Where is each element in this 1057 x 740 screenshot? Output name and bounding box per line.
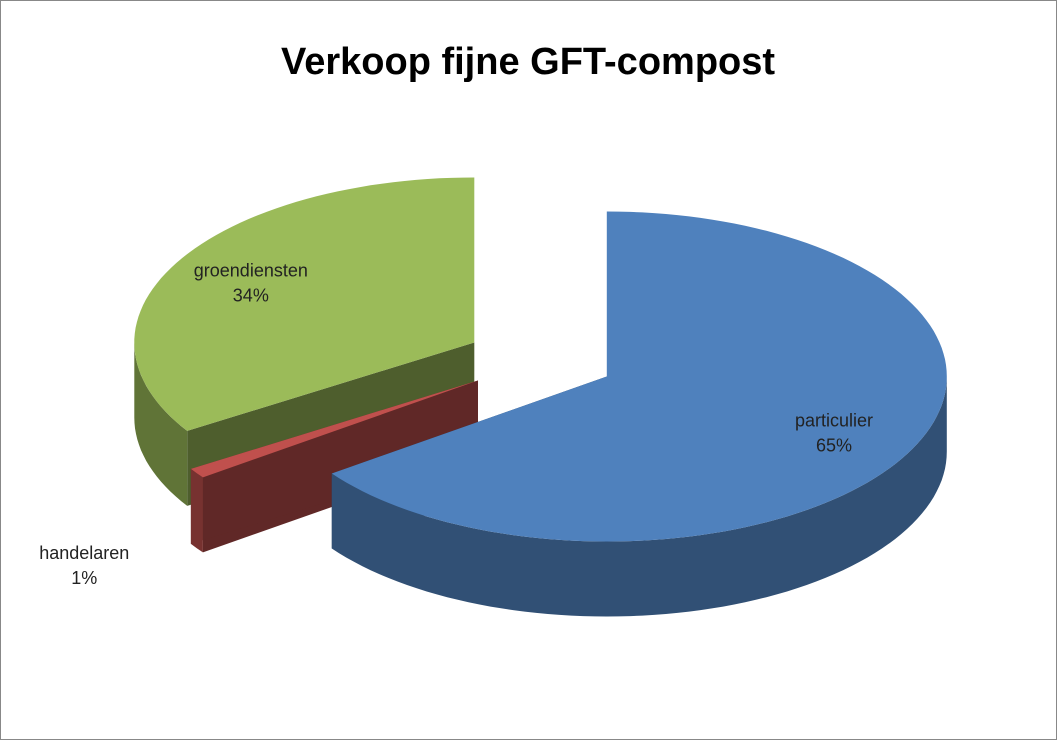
slice <box>190 380 478 553</box>
pie-slice <box>190 380 478 478</box>
slice <box>331 211 947 617</box>
data-label-value: 34% <box>233 286 269 306</box>
slice-side <box>331 376 947 617</box>
pie-slice <box>134 177 475 431</box>
pie-slice <box>331 211 947 542</box>
chart-title: Verkoop fijne GFT-compost <box>281 41 775 83</box>
data-label-value: 65% <box>816 435 852 455</box>
data-label-name: particulier <box>795 410 873 430</box>
data-label-name: groendiensten <box>194 261 308 281</box>
slice-cut-face <box>190 380 478 544</box>
slice-side <box>190 468 203 553</box>
slice-side <box>134 342 188 506</box>
data-label-name: handelaren <box>39 543 129 563</box>
data-label-value: 1% <box>71 568 97 588</box>
